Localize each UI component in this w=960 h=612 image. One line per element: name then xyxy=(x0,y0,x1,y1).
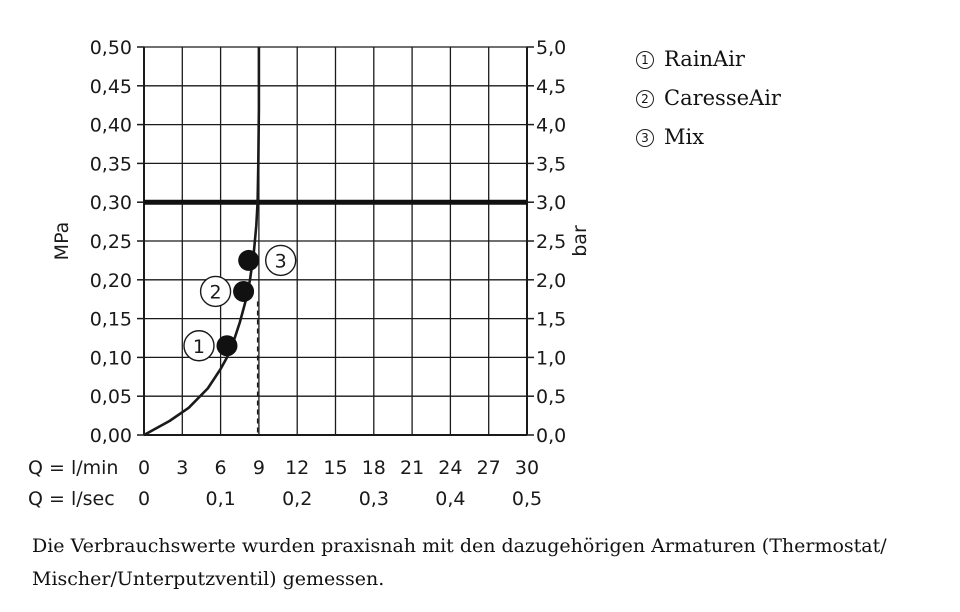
x-tick-label-lmin: 12 xyxy=(285,457,309,479)
point-label-number: 1 xyxy=(193,336,205,358)
right-tick-label: 1,0 xyxy=(536,347,566,369)
left-tick-label: 0,30 xyxy=(90,192,132,214)
legend-label: CaresseAir xyxy=(664,86,781,110)
left-tick-label: 0,20 xyxy=(90,270,132,292)
point-label-circle xyxy=(264,244,297,277)
x-axis-title-lsec: Q = l/sec xyxy=(28,488,115,510)
x-tick-label-lmin: 3 xyxy=(176,457,188,479)
markers: 1 2 3 xyxy=(183,244,297,362)
x-tick-label-lsec: 0,2 xyxy=(282,488,312,510)
x-tick-label-lmin: 6 xyxy=(215,457,227,479)
x-tick-label-lmin: 30 xyxy=(515,457,539,479)
right-tick-label: 0,0 xyxy=(536,425,566,447)
grid xyxy=(143,46,528,436)
x-tick-label-lmin: 18 xyxy=(362,457,386,479)
right-tick-label: 5,0 xyxy=(536,37,566,59)
tick-labels: 0,000,050,100,150,200,250,300,350,400,45… xyxy=(28,37,591,510)
left-tick-label: 0,10 xyxy=(90,347,132,369)
legend-number-badge: 2 xyxy=(636,90,654,108)
x-tick-label-lsec: 0,1 xyxy=(205,488,235,510)
x-tick-label-lmin: 0 xyxy=(138,457,150,479)
legend-number-badge: 3 xyxy=(636,129,654,147)
series xyxy=(143,47,261,437)
point-label-circle xyxy=(183,330,215,362)
right-tick-label: 1,5 xyxy=(536,309,566,331)
point-label-circle xyxy=(199,275,232,308)
point-label-number: 3 xyxy=(275,250,287,272)
left-tick-label: 0,45 xyxy=(90,76,132,98)
right-tick-label: 3,5 xyxy=(536,153,566,175)
legend-item: 1 RainAir xyxy=(636,40,781,79)
legend-item: 2 CaresseAir xyxy=(636,79,781,118)
left-tick-label: 0,00 xyxy=(90,425,132,447)
right-tick-label: 4,5 xyxy=(536,76,566,98)
right-tick-label: 0,5 xyxy=(536,386,566,408)
left-tick-label: 0,05 xyxy=(90,386,132,408)
legend-label: Mix xyxy=(664,125,705,149)
right-tick-label: 4,0 xyxy=(536,115,566,137)
operating-point-dot xyxy=(233,280,255,302)
left-tick-label: 0,35 xyxy=(90,153,132,175)
left-tick-label: 0,25 xyxy=(90,231,132,253)
right-tick-label: 2,0 xyxy=(536,270,566,292)
operating-point-dot xyxy=(216,335,238,357)
x-tick-label-lsec: 0,4 xyxy=(435,488,465,510)
x-axis-title-lmin: Q = l/min xyxy=(28,457,118,479)
x-tick-label-lsec: 0 xyxy=(138,488,150,510)
left-tick-label: 0,40 xyxy=(90,115,132,137)
operating-point-dot xyxy=(238,249,260,271)
x-tick-label-lmin: 21 xyxy=(400,457,424,479)
left-tick-label: 0,50 xyxy=(90,37,132,59)
caption-line: Mischer/Unterputzventil) gemessen. xyxy=(32,568,385,590)
left-axis-title: MPa xyxy=(51,222,73,261)
point-label-number: 2 xyxy=(210,281,222,303)
legend-item: 3 Mix xyxy=(636,118,781,157)
x-tick-label-lmin: 15 xyxy=(323,457,347,479)
right-tick-label: 2,5 xyxy=(536,231,566,253)
x-tick-label-lsec: 0,5 xyxy=(512,488,542,510)
right-tick-label: 3,0 xyxy=(536,192,566,214)
legend-label: RainAir xyxy=(664,47,745,71)
flow-curve xyxy=(143,47,261,437)
x-tick-label-lmin: 9 xyxy=(253,457,265,479)
caption: Die Verbrauchswerte wurden praxisnah mit… xyxy=(32,530,912,596)
right-axis-title: bar xyxy=(569,225,591,257)
x-tick-label-lsec: 0,3 xyxy=(359,488,389,510)
x-tick-label-lmin: 24 xyxy=(438,457,462,479)
left-tick-label: 0,15 xyxy=(90,309,132,331)
legend-number-badge: 1 xyxy=(636,51,654,69)
legend: 1 RainAir 2 CaresseAir 3 Mix xyxy=(636,40,781,157)
axes xyxy=(137,46,534,436)
x-tick-label-lmin: 27 xyxy=(477,457,501,479)
caption-line: Die Verbrauchswerte wurden praxisnah mit… xyxy=(32,535,887,557)
